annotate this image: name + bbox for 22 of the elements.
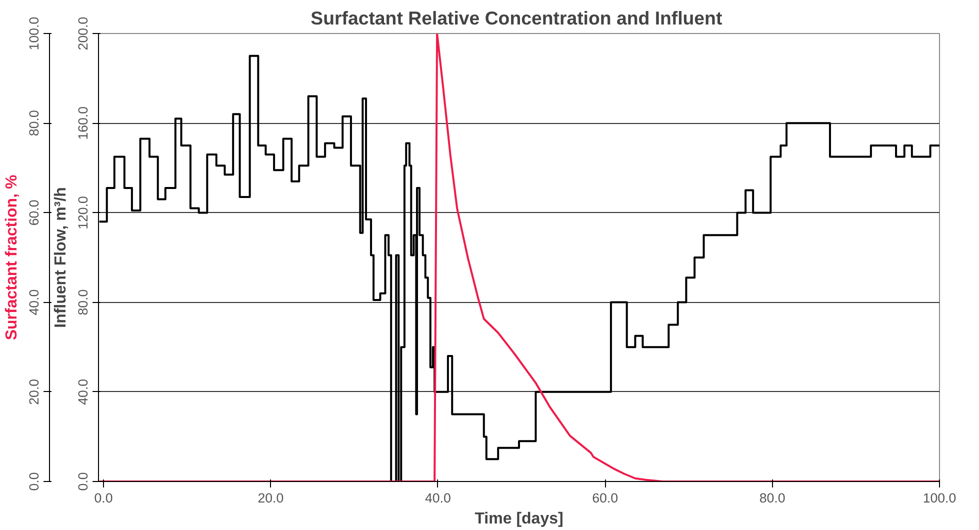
y-tick-label: 0.0 <box>76 472 90 491</box>
y-tick-label: 80.0 <box>76 289 90 316</box>
y-axis-title: Influent Flow, m³/h <box>52 187 70 328</box>
x-tick-label: 40.0 <box>424 490 451 506</box>
x-tick-label: 20.0 <box>258 490 284 506</box>
y2-tick-label: 60.0 <box>26 200 42 226</box>
x-tick-label: 60.0 <box>592 490 618 506</box>
x-tick-label: 0.0 <box>94 490 113 506</box>
chart-title: Surfactant Relative Concentration and Influent <box>310 8 722 28</box>
y-tick-label: 160.0 <box>76 106 90 140</box>
y2-tick-label: 40.0 <box>26 289 42 316</box>
y2-tick-label: 80.0 <box>26 110 42 136</box>
y2-axis-title: Surfactant fraction, % <box>4 174 20 340</box>
y2-tick-label: 100.0 <box>26 16 42 50</box>
x-axis-title: Time [days] <box>474 510 564 528</box>
y2-tick-label: 20.0 <box>26 378 42 405</box>
x-tick-label: 80.0 <box>759 490 786 506</box>
y-tick-label: 120.0 <box>76 196 90 230</box>
y2-tick-label: 0.0 <box>26 472 42 491</box>
y-tick-label: 40.0 <box>76 378 90 405</box>
y-tick-label: 200.0 <box>76 16 90 50</box>
x-tick-label: 100.0 <box>922 490 956 506</box>
